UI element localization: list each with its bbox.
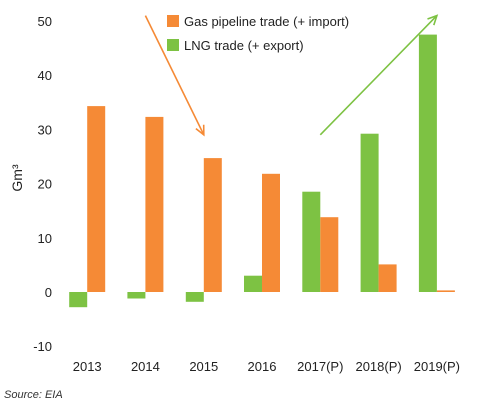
bar-lng-2017(P) bbox=[302, 191, 321, 292]
bar-pipeline-2016 bbox=[262, 173, 280, 292]
y-tick-label: 50 bbox=[38, 14, 52, 29]
y-axis-title: Gm³ bbox=[9, 164, 25, 192]
bar-pipeline-2018(P) bbox=[378, 264, 397, 292]
bar-pipeline-2017(P) bbox=[320, 217, 339, 292]
x-tick-label: 2015 bbox=[189, 359, 218, 374]
y-tick-label: 10 bbox=[38, 231, 52, 246]
y-tick-label: 20 bbox=[38, 177, 52, 192]
legend-label-pipeline: Gas pipeline trade (+ import) bbox=[184, 14, 349, 29]
x-axis: 2013 2014 2015 2016 2017(P) 2018(P) 2019(P) bbox=[73, 359, 460, 374]
down-arrow-line bbox=[144, 15, 205, 136]
bars bbox=[69, 34, 455, 308]
legend: Gas pipeline trade (+ import) LNG trade … bbox=[167, 14, 349, 53]
down-arrow-head bbox=[195, 124, 205, 137]
bar-pipeline-2014 bbox=[145, 116, 164, 293]
bar-pipeline-2013 bbox=[87, 106, 106, 292]
bar-lng-2016 bbox=[244, 275, 262, 292]
x-tick-label: 2017(P) bbox=[297, 359, 343, 374]
bar-pipeline-2015 bbox=[203, 158, 222, 292]
x-tick-label: 2019(P) bbox=[414, 359, 460, 374]
bar-lng-2014 bbox=[127, 292, 146, 299]
y-axis: -10 0 10 20 30 40 50 bbox=[33, 14, 52, 354]
x-tick-label: 2018(P) bbox=[355, 359, 401, 374]
up-arrow-head bbox=[427, 14, 439, 26]
x-tick-label: 2013 bbox=[73, 359, 102, 374]
legend-swatch-pipeline bbox=[167, 15, 179, 27]
x-tick-label: 2016 bbox=[248, 359, 277, 374]
bar-pipeline-2019(P) bbox=[436, 290, 455, 292]
up-arrow-line bbox=[319, 15, 438, 136]
y-tick-label: 0 bbox=[45, 285, 52, 300]
bar-lng-2015 bbox=[185, 292, 204, 302]
x-tick-label: 2014 bbox=[131, 359, 160, 374]
legend-swatch-lng bbox=[167, 39, 179, 51]
bar-lng-2019(P) bbox=[418, 34, 437, 292]
y-tick-label: 40 bbox=[38, 68, 52, 83]
y-tick-label: -10 bbox=[33, 339, 52, 354]
bar-lng-2013 bbox=[69, 292, 88, 308]
source-note: Source: EIA bbox=[4, 389, 63, 401]
legend-label-lng: LNG trade (+ export) bbox=[184, 38, 304, 53]
y-tick-label: 30 bbox=[38, 122, 52, 137]
bar-lng-2018(P) bbox=[360, 133, 379, 292]
trend-arrows bbox=[144, 14, 439, 137]
